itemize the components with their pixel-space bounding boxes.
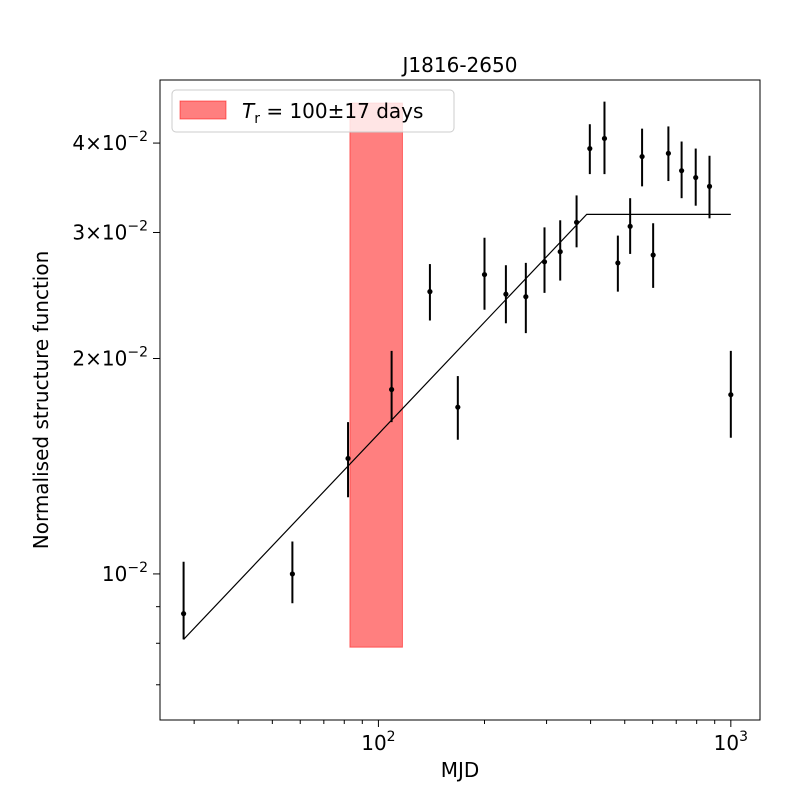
data-marker	[180, 611, 187, 617]
data-marker	[541, 259, 548, 265]
data-point	[665, 126, 671, 182]
data-marker	[679, 168, 685, 174]
data-marker	[693, 174, 699, 181]
data-marker	[523, 294, 529, 300]
data-point	[345, 422, 351, 498]
plot-frame	[159, 79, 761, 721]
data-point	[481, 237, 488, 310]
data-point	[601, 101, 608, 175]
model-line	[183, 213, 731, 640]
legend-label-symbol: T	[242, 99, 256, 123]
legend-frame	[171, 89, 455, 133]
data-point	[615, 235, 621, 292]
y-tick-label: 4×10−2	[72, 129, 148, 155]
legend: Tr = 100±17 days	[171, 89, 455, 133]
band-layer	[349, 102, 403, 648]
data-marker	[665, 150, 671, 156]
data-point	[289, 541, 295, 604]
data-marker	[557, 249, 563, 255]
data-marker	[573, 219, 580, 225]
data-marker	[728, 392, 734, 398]
data-marker	[650, 252, 656, 258]
data-point	[503, 265, 509, 324]
y-axis: 10−2 2×10−2 3×10−2 4×10−2	[72, 129, 160, 686]
y-tick-label: 10−2	[102, 560, 148, 586]
legend-label-text: = 100±17 days	[260, 99, 423, 123]
legend-label: Tr = 100±17 days	[242, 99, 423, 127]
y-axis-title: Normalised structure function	[29, 251, 53, 550]
data-point	[541, 227, 548, 293]
data-marker	[427, 289, 433, 295]
data-point	[455, 376, 461, 440]
data-marker	[503, 291, 509, 297]
data-marker	[639, 153, 645, 160]
data-marker	[601, 135, 608, 142]
y-tick-label: 3×10−2	[72, 218, 148, 244]
y-tick-label: 2×10−2	[72, 344, 148, 370]
data-point	[573, 195, 580, 248]
data-point	[650, 223, 656, 288]
data-point	[180, 561, 187, 640]
x-axis-title: MJD	[441, 758, 480, 782]
data-point	[679, 141, 685, 199]
data-point	[706, 155, 713, 219]
data-marker	[706, 183, 713, 189]
data-marker	[481, 271, 488, 278]
legend-label-subscript: r	[254, 111, 260, 127]
timescale-band	[349, 102, 403, 648]
data-point	[627, 198, 633, 254]
data-point	[427, 264, 433, 321]
data-marker	[455, 404, 461, 410]
data-point	[557, 220, 563, 281]
data-marker	[289, 571, 295, 577]
data-marker	[345, 455, 351, 462]
data-marker	[389, 386, 395, 393]
data-point	[523, 262, 529, 334]
data-marker	[627, 223, 633, 229]
data-point	[639, 128, 645, 187]
data-point	[693, 148, 699, 206]
data-marker	[615, 260, 621, 266]
data-point	[728, 350, 734, 438]
data-point	[389, 350, 395, 423]
legend-swatch	[179, 100, 227, 120]
x-tick-label: 103	[714, 729, 748, 755]
x-tick-label: 102	[361, 729, 395, 755]
chart-title: J1816-2650	[401, 53, 518, 77]
model-line-layer	[183, 213, 731, 640]
data-points-layer	[180, 101, 734, 640]
data-marker	[587, 145, 593, 152]
data-point	[587, 124, 593, 175]
x-axis: 102 103	[193, 720, 748, 755]
